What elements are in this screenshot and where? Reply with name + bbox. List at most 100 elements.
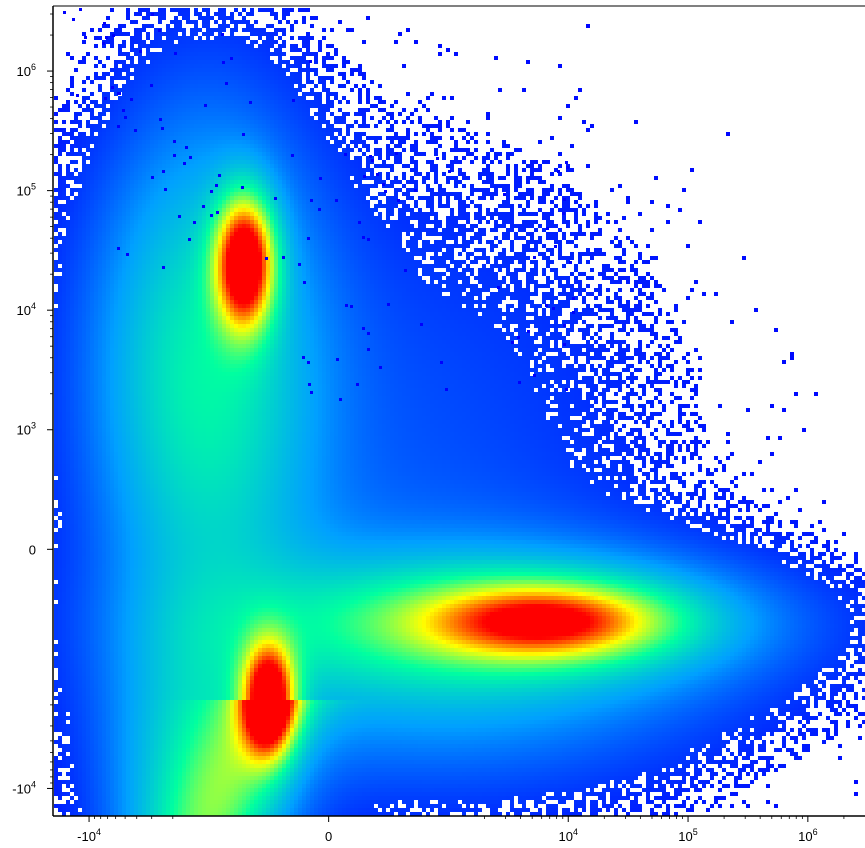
density-cell [102,184,106,188]
density-cell [166,212,170,216]
density-cell [534,248,538,252]
density-cell [122,132,126,136]
density-cell [274,192,278,196]
density-cell [74,208,78,212]
density-cell [142,132,146,136]
density-cell [486,168,490,172]
density-cell [286,180,290,184]
density-cell [354,236,358,240]
density-cell [242,208,246,212]
density-cell [402,108,406,112]
density-cell [78,240,82,244]
density-cell [326,56,330,60]
density-cell [366,96,370,100]
density-cell [362,188,366,192]
density-cell [302,256,306,260]
density-cell [138,212,142,216]
density-cell [434,232,438,236]
density-cell [266,148,270,152]
density-cell [258,56,262,60]
density-cell [446,204,450,208]
density-cell [254,132,258,136]
density-cell [326,188,330,192]
density-cell [302,44,306,48]
density-cell [134,196,138,200]
density-cell [134,76,138,80]
density-cell [130,208,134,212]
density-cell [134,220,138,224]
density-cell [370,208,374,212]
density-cell [234,168,238,172]
density-cell [282,120,286,124]
density-cell [142,104,146,108]
density-cell [110,104,114,108]
density-cell [522,248,526,252]
density-cell [182,176,186,180]
density-cell [74,160,78,164]
density-cell [118,196,122,200]
density-cell [334,256,338,260]
density-cell [210,244,214,248]
density-cell [398,256,402,260]
density-cell [202,84,206,88]
density-cell [262,44,266,48]
density-cell [62,192,66,196]
density-cell [366,100,370,104]
density-cell [134,108,138,112]
density-cell [102,172,106,176]
density-cell [118,164,122,168]
density-cell [110,204,114,208]
density-cell [158,104,162,108]
density-cell [286,88,290,92]
density-cell [430,140,434,144]
density-cell [346,60,350,64]
density-cell [322,224,326,228]
density-cell [158,224,162,228]
density-cell [326,124,330,128]
density-cell [66,252,70,256]
density-cell [222,12,226,16]
density-cell [314,72,318,76]
density-cell [438,188,442,192]
density-cell [222,96,226,100]
density-cell [242,220,246,224]
density-cell [154,56,158,60]
density-cell [222,196,226,200]
density-cell [226,216,230,220]
density-cell [346,124,350,128]
density-cell [294,116,298,120]
density-cell [410,144,414,148]
density-cell [402,176,406,180]
density-cell [382,244,386,248]
density-cell [270,64,274,68]
density-cell [530,212,534,216]
density-cell [126,80,130,84]
density-cell [134,88,138,92]
density-cell [170,56,174,60]
density-cell [218,236,222,240]
density-cell [142,204,146,208]
density-cell [126,120,130,124]
density-cell [202,252,206,256]
density-cell [286,64,290,68]
density-cell [162,44,166,48]
density-cell [66,228,70,232]
density-cell [218,92,222,96]
density-cell [234,136,238,140]
density-cell [438,200,442,204]
density-cell [358,148,362,152]
density-cell [54,260,58,264]
density-cell [118,68,122,72]
density-cell [370,228,374,232]
density-cell [350,228,354,232]
density-cell [190,68,194,72]
density-cell [466,152,470,156]
density-cell [162,240,166,244]
density-cell [286,12,290,16]
density-cell [406,244,410,248]
density-cell [242,124,246,128]
density-cell [186,176,190,180]
density-cell [190,256,194,260]
density-cell [502,176,506,180]
density-cell [134,172,138,176]
